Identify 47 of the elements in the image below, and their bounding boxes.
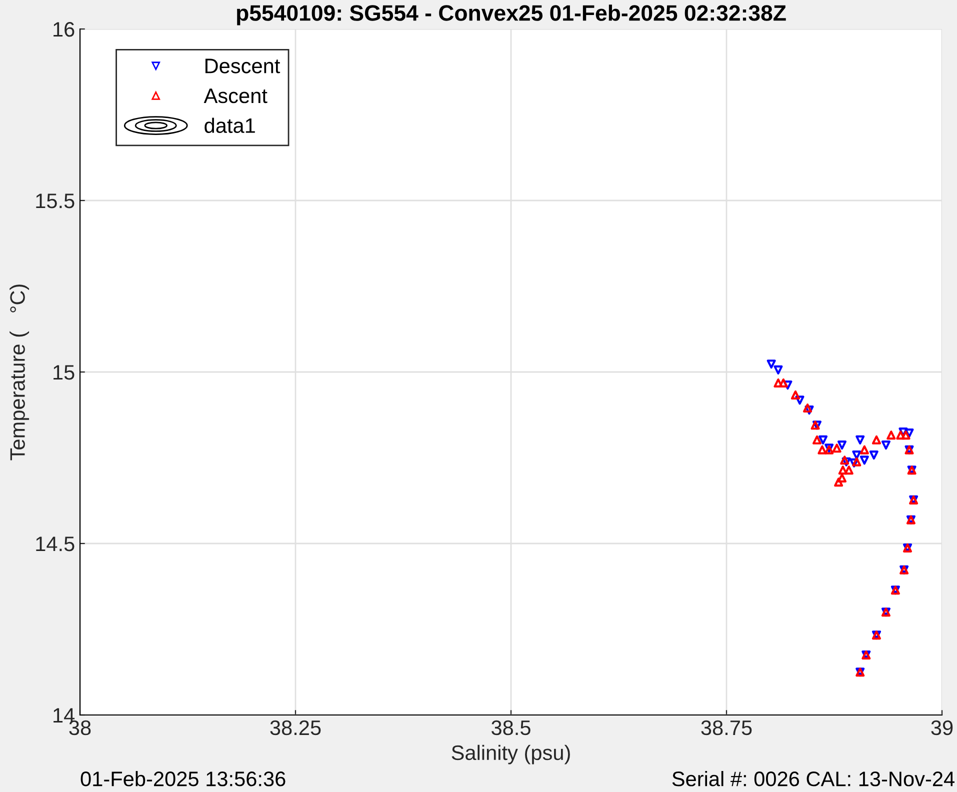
text: Serial #: 0026 CAL: 13-Nov-24	[672, 770, 954, 786]
point	[886, 430, 896, 440]
x-tick-label: 38.75	[701, 720, 752, 736]
y-tick-label: 16	[54, 22, 74, 37]
legend-label: Descent	[205, 58, 280, 74]
point	[774, 365, 783, 374]
y-tick-label: 15	[54, 365, 74, 380]
y-tick-label: 15.5	[36, 194, 74, 208]
point	[881, 440, 890, 450]
point	[790, 390, 800, 400]
point	[778, 378, 788, 388]
chart-title: p5540109: SG554 - Convex25 01-Feb-2025 02:32:38Z	[237, 4, 786, 26]
x-axis-title: Salinity (psu)	[452, 744, 570, 764]
point	[838, 466, 848, 475]
point	[904, 428, 914, 438]
point	[818, 445, 827, 454]
y-axis-title: Temperature ( °C)	[10, 284, 30, 460]
x-tick-label: 38.25	[270, 720, 321, 736]
x-tick-label: 39	[931, 720, 953, 736]
point	[766, 360, 776, 369]
legend-label: data1	[204, 118, 255, 134]
point	[834, 478, 844, 487]
point	[860, 456, 869, 465]
point	[872, 435, 882, 444]
y-tick-label: 14	[54, 708, 75, 723]
point	[844, 466, 854, 475]
point	[837, 440, 847, 450]
point	[852, 450, 862, 460]
point	[818, 435, 828, 444]
legend-label: Ascent	[204, 88, 268, 104]
point	[850, 458, 859, 468]
point	[774, 378, 783, 388]
x-tick-label: 38.5	[492, 720, 530, 736]
point	[812, 435, 822, 444]
point	[832, 444, 842, 453]
point	[860, 445, 869, 454]
point	[869, 450, 878, 460]
point	[856, 435, 865, 444]
x-tick-label: 38	[69, 720, 91, 736]
point	[783, 380, 792, 390]
point	[896, 430, 906, 440]
point	[901, 430, 910, 440]
y-tick-label: 14.5	[36, 536, 74, 552]
point	[795, 396, 804, 405]
text: 01-Feb-2025 13:56:36	[80, 770, 286, 786]
point	[837, 473, 847, 483]
point	[852, 457, 862, 466]
